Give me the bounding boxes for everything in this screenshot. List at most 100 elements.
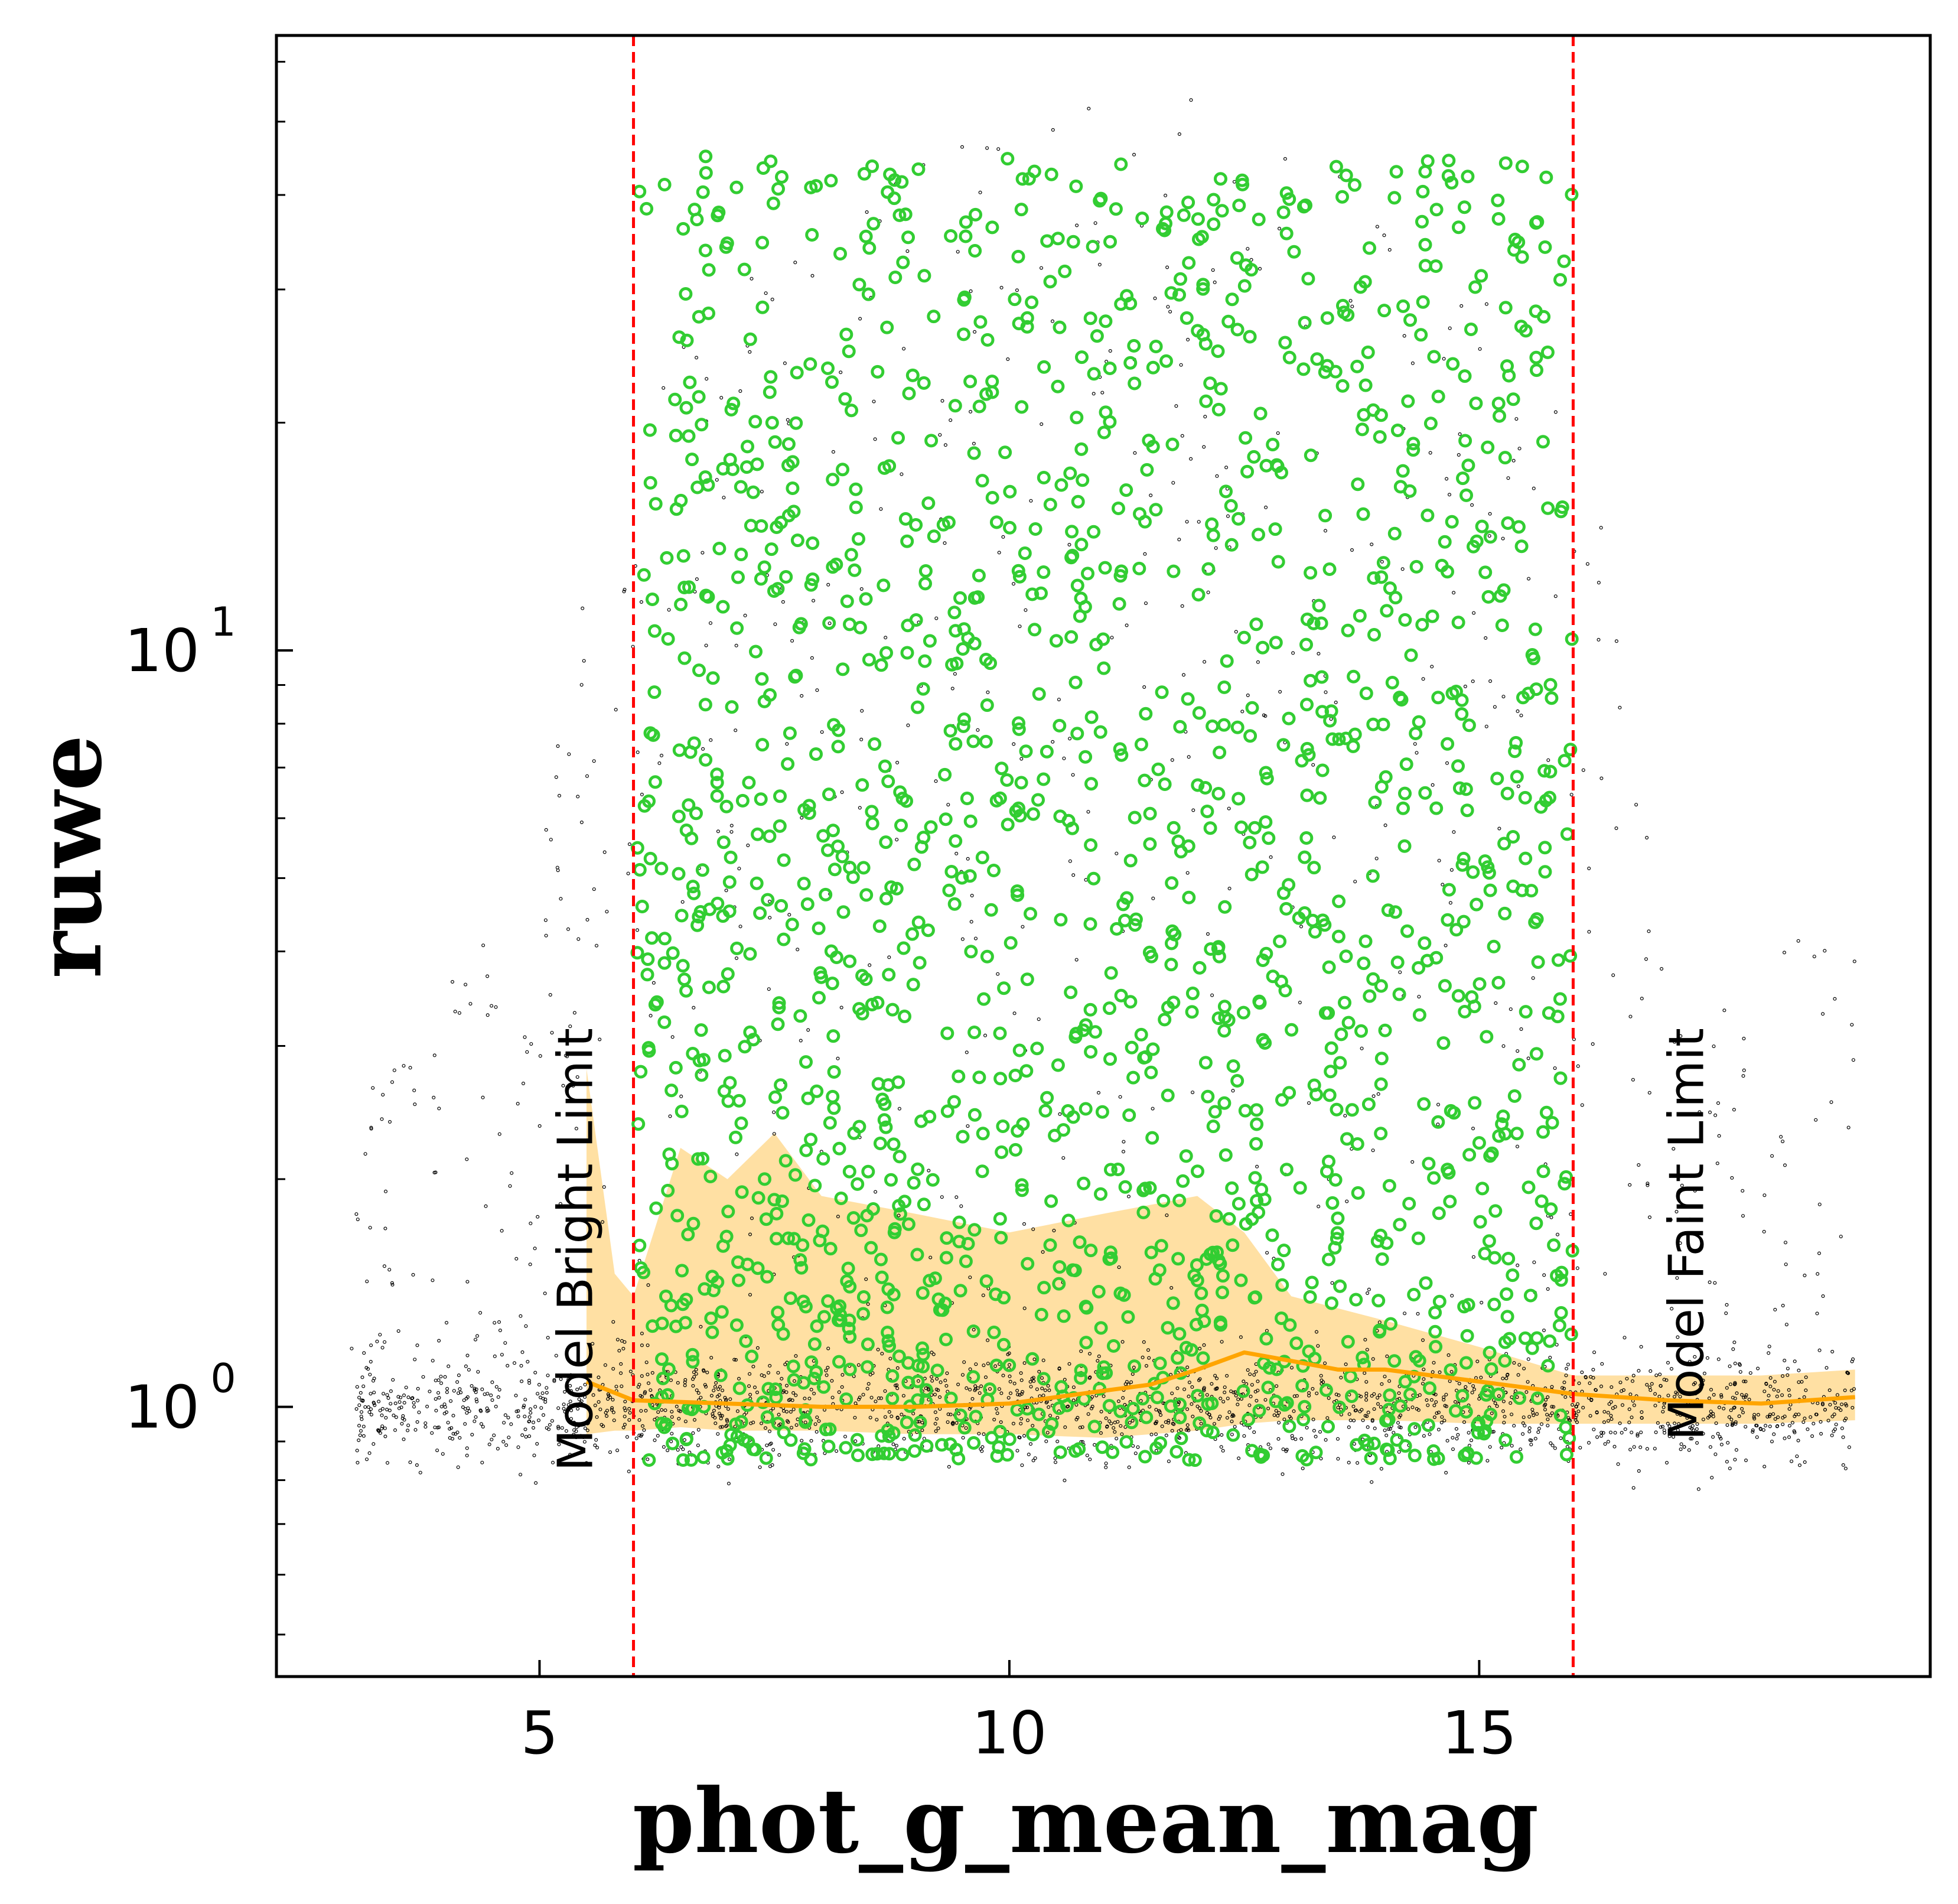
background-point	[902, 347, 906, 351]
background-point	[720, 1414, 724, 1418]
flagged-point	[1126, 1401, 1140, 1415]
flagged-point	[1377, 304, 1392, 318]
flagged-point	[966, 1370, 980, 1384]
background-point	[934, 1429, 938, 1433]
flagged-point	[1236, 1384, 1250, 1398]
background-point	[712, 1408, 716, 1412]
flagged-point	[993, 1026, 1007, 1040]
flagged-point	[1261, 1381, 1275, 1395]
background-point	[466, 1406, 470, 1410]
background-point	[608, 1395, 613, 1399]
background-point	[640, 1332, 644, 1336]
flagged-point	[1414, 328, 1428, 342]
background-point	[357, 1403, 361, 1407]
background-point	[986, 1338, 990, 1342]
flagged-point	[1087, 367, 1101, 381]
background-point	[1519, 714, 1523, 718]
background-point	[1001, 535, 1005, 539]
flagged-point	[1473, 1215, 1487, 1229]
background-point	[1116, 1399, 1120, 1404]
background-point	[1345, 1199, 1349, 1203]
flagged-point	[1015, 400, 1029, 414]
flagged-point	[1020, 972, 1034, 987]
flagged-point	[1084, 710, 1099, 724]
background-point	[1324, 1438, 1328, 1442]
flagged-point	[1184, 1343, 1198, 1357]
background-point	[784, 1384, 789, 1388]
flagged-point	[716, 600, 730, 614]
background-point	[705, 377, 709, 381]
flagged-point	[768, 435, 782, 449]
background-point	[743, 613, 747, 617]
background-point	[1239, 1335, 1243, 1339]
flagged-point	[748, 415, 763, 429]
background-point	[1509, 1007, 1513, 1011]
background-point	[584, 1461, 588, 1465]
background-point	[956, 250, 960, 254]
flagged-point	[908, 1428, 922, 1442]
flagged-point	[1303, 1290, 1317, 1304]
background-point	[1015, 1389, 1019, 1393]
flagged-point	[963, 869, 977, 883]
background-point	[562, 1402, 566, 1407]
background-point	[1454, 1427, 1458, 1431]
background-point	[1725, 1423, 1729, 1427]
flagged-point	[888, 173, 902, 187]
background-point	[1470, 1391, 1474, 1395]
flagged-point	[967, 1108, 982, 1122]
background-point	[578, 1401, 582, 1405]
flagged-point	[1196, 278, 1210, 292]
flagged-point	[1564, 1327, 1578, 1342]
background-point	[723, 1395, 727, 1399]
background-point	[726, 1482, 731, 1486]
background-point	[445, 1390, 449, 1394]
flagged-point	[1357, 408, 1371, 422]
background-point	[1516, 1049, 1520, 1053]
background-point	[713, 1415, 717, 1420]
flagged-point	[892, 208, 907, 222]
flagged-point	[836, 463, 849, 477]
background-point	[868, 1415, 872, 1420]
flagged-point	[771, 1017, 785, 1031]
background-point	[1277, 1421, 1281, 1425]
flagged-point	[1172, 1193, 1187, 1208]
background-point	[1334, 700, 1338, 704]
background-point	[1298, 1000, 1302, 1004]
background-point	[716, 1432, 720, 1436]
background-point	[1113, 1430, 1117, 1434]
background-point	[1151, 896, 1155, 900]
flagged-point	[1053, 809, 1067, 824]
flagged-point	[1053, 718, 1067, 733]
background-point	[623, 1399, 627, 1404]
flagged-point	[995, 1145, 1009, 1159]
background-point	[1663, 1431, 1667, 1435]
flagged-point	[1328, 1173, 1343, 1187]
background-point	[1074, 958, 1079, 962]
background-point	[1609, 1400, 1613, 1404]
background-point	[1292, 1409, 1296, 1413]
flagged-point	[1468, 280, 1483, 294]
background-point	[372, 1442, 376, 1446]
background-point	[1061, 1156, 1066, 1160]
background-point	[465, 1453, 469, 1457]
flagged-point	[735, 1185, 749, 1199]
background-point	[1606, 1411, 1610, 1415]
background-point	[1237, 1456, 1241, 1460]
background-point	[373, 1403, 377, 1407]
flagged-point	[939, 1332, 953, 1346]
flagged-point	[1332, 732, 1346, 746]
background-point	[880, 1352, 884, 1356]
background-point	[662, 386, 666, 390]
background-point	[1249, 1394, 1253, 1398]
flagged-point	[859, 888, 874, 902]
flagged-point	[995, 761, 1009, 776]
flagged-point	[1074, 1371, 1088, 1385]
background-point	[817, 1419, 821, 1423]
background-point	[452, 1389, 456, 1393]
background-point	[729, 830, 734, 834]
flagged-point	[1200, 805, 1214, 818]
background-point	[1182, 1387, 1187, 1391]
flagged-point	[1458, 434, 1472, 448]
flagged-point	[1539, 1105, 1553, 1119]
flagged-point	[1094, 191, 1108, 206]
